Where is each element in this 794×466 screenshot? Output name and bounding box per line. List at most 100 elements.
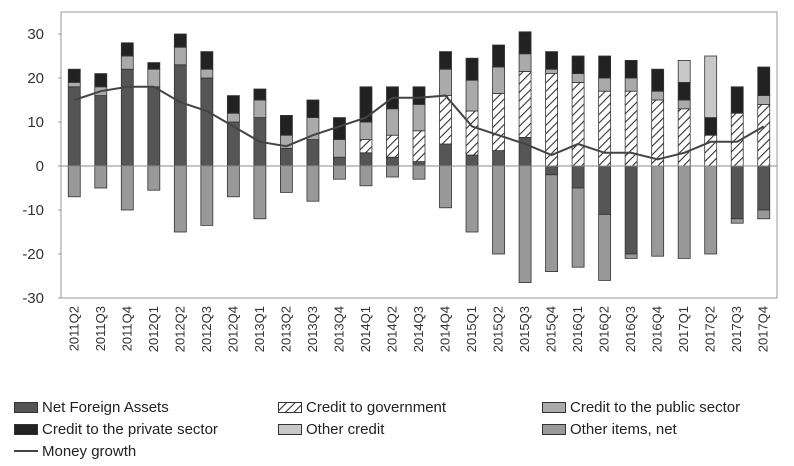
y-tick-label: 30 [27, 26, 44, 43]
bar-credit-to-the-public-sector [439, 68, 452, 96]
bar-other-items-net [412, 165, 426, 180]
bar-credit-to-government [439, 95, 452, 145]
x-tick-label: 2017Q3 [729, 306, 744, 352]
x-tick-label: 2014Q4 [438, 306, 453, 352]
y-axis: 30 20 10 0 -10 -20 -30 [22, 26, 61, 307]
legend-swatch-other-items-net [542, 423, 566, 435]
x-tick-label: 2012Q2 [172, 306, 187, 352]
x-tick-label: 2013Q1 [252, 306, 267, 352]
bar-groups [67, 31, 771, 283]
bar-credit-to-the-public-sector [677, 99, 691, 110]
bar-net-foreign-assets [598, 165, 612, 215]
legend-swatch-money-growth [14, 450, 38, 452]
x-axis-labels: 2011Q2 2011Q3 2011Q4 2012Q1 2012Q2 2012Q3 2012… [66, 306, 770, 352]
bar-credit-to-the-public-sector [571, 73, 585, 83]
x-tick-label: 2011Q2 [66, 306, 81, 351]
x-tick-label: 2015Q2 [491, 306, 506, 352]
bar-credit-to-the-private-sector [704, 117, 718, 136]
bar-other-items-net [757, 209, 771, 220]
chart: 30 20 10 0 -10 -20 -30 2011Q2 2011Q3 2011Q4 2012Q… [22, 11, 778, 352]
bar-group-2012Q2 [173, 33, 187, 233]
bar-other-credit [677, 60, 691, 83]
x-tick-label: 2015Q1 [464, 306, 479, 352]
bar-group-2016Q2 [598, 55, 612, 281]
bar-net-foreign-assets [439, 143, 452, 167]
bar-other-items-net [67, 165, 81, 198]
bar-credit-to-government [412, 130, 426, 163]
legend-label-net-foreign-assets: Net Foreign Assets [42, 398, 169, 416]
bar-credit-to-the-public-sector [253, 99, 267, 119]
x-tick-label: 2015Q3 [517, 306, 532, 352]
bar-group-2014Q3 [412, 86, 426, 180]
bar-other-items-net [280, 165, 293, 193]
bar-credit-to-the-public-sector [518, 53, 532, 72]
bar-net-foreign-assets [147, 86, 161, 167]
y-tick-label: 10 [27, 114, 44, 131]
bar-credit-to-the-public-sector [386, 108, 399, 136]
bar-credit-to-government [757, 104, 771, 167]
bar-credit-to-the-private-sector [200, 51, 214, 70]
legend-item-credit-to-private-sector: Credit to the private sector [14, 421, 278, 438]
bar-group-2012Q3 [200, 51, 214, 226]
legend-row-3: Money growth [14, 440, 794, 462]
bar-credit-to-the-public-sector [173, 46, 187, 66]
bar-group-2017Q2 [704, 55, 718, 255]
bar-credit-to-the-public-sector [412, 104, 426, 132]
legend-swatch-net-foreign-assets [14, 401, 38, 413]
bar-credit-to-the-public-sector [147, 68, 161, 88]
legend-item-net-foreign-assets: Net Foreign Assets [14, 399, 278, 416]
bar-group-2012Q1 [147, 62, 161, 191]
x-tick-label: 2012Q1 [146, 306, 161, 352]
x-tick-label: 2017Q1 [676, 306, 691, 352]
bar-group-2013Q3 [306, 99, 320, 202]
bar-credit-to-the-private-sector [226, 95, 240, 114]
money-growth-line [73, 85, 765, 161]
bar-net-foreign-assets [386, 156, 399, 167]
legend-swatch-other-credit [278, 423, 302, 435]
bar-credit-to-the-private-sector [280, 115, 293, 136]
bar-other-items-net [253, 165, 267, 220]
bar-credit-to-government [386, 134, 399, 158]
bar-credit-to-the-public-sector [465, 79, 479, 112]
bar-credit-to-the-private-sector [677, 82, 691, 101]
bar-net-foreign-assets [200, 77, 214, 167]
bar-credit-to-the-private-sector [306, 99, 320, 119]
legend-item-credit-to-government: Credit to government [278, 399, 542, 416]
y-tick-label: -20 [22, 246, 44, 263]
bar-group-2013Q1 [253, 88, 267, 220]
bar-net-foreign-assets [624, 165, 638, 255]
legend-item-credit-to-public-sector: Credit to the public sector [542, 399, 740, 416]
bar-net-foreign-assets [465, 154, 479, 167]
bar-other-credit [704, 55, 718, 118]
bar-credit-to-government [492, 93, 505, 152]
bar-group-2016Q4 [651, 68, 665, 257]
legend-swatch-credit-to-public-sector [542, 401, 566, 413]
bar-group-2017Q4 [757, 66, 771, 220]
bar-credit-to-government [704, 134, 718, 167]
bar-other-items-net [598, 213, 612, 281]
bar-credit-to-government [359, 139, 373, 154]
bar-credit-to-the-private-sector [492, 44, 505, 68]
x-tick-label: 2013Q2 [278, 306, 293, 352]
bar-other-items-net [730, 218, 744, 224]
bar-group-2014Q1 [359, 86, 373, 187]
legend-swatch-credit-to-private-sector [14, 423, 38, 435]
bar-other-items-net [359, 165, 373, 187]
bar-group-2012Q4 [226, 95, 240, 198]
bar-credit-to-the-public-sector [545, 68, 558, 74]
bar-credit-to-the-private-sector [173, 33, 187, 48]
legend-swatch-credit-to-government [278, 401, 302, 413]
legend-label-credit-to-private-sector: Credit to the private sector [42, 420, 218, 438]
bar-credit-to-the-private-sector [465, 57, 479, 81]
x-tick-label: 2012Q4 [225, 306, 240, 352]
legend-row-2: Credit to the private sector Other credi… [14, 418, 794, 440]
bar-credit-to-government [651, 99, 665, 167]
bar-credit-to-the-private-sector [120, 42, 134, 57]
bar-other-items-net [226, 165, 240, 198]
bar-credit-to-government [545, 73, 558, 167]
bar-credit-to-the-public-sector [359, 121, 373, 141]
x-tick-label: 2016Q2 [597, 306, 612, 352]
bar-net-foreign-assets [730, 165, 744, 220]
bar-credit-to-government [598, 90, 612, 167]
legend-label-other-credit: Other credit [306, 420, 385, 438]
